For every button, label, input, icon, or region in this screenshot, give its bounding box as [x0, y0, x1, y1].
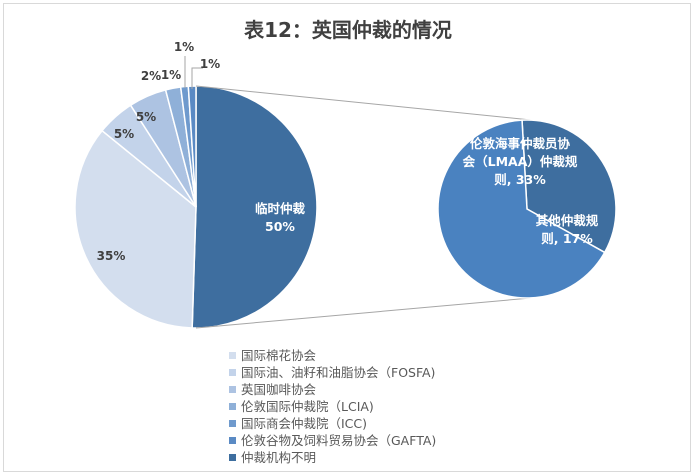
data-label-small-1pct: 1% — [200, 57, 220, 71]
pie-slice-0 — [191, 85, 318, 329]
legend-label: 国际商会仲裁院（ICC) — [241, 416, 368, 431]
sub-pie-slice-1 — [437, 119, 606, 299]
legend-item: 伦敦国际仲裁院（LCIA) — [229, 398, 489, 415]
data-label-gafta: 1% — [174, 40, 194, 54]
legend-label: 伦敦国际仲裁院（LCIA) — [241, 399, 374, 414]
legend-swatch — [229, 403, 236, 410]
data-label-fosfa: 5% — [114, 127, 134, 141]
legend-swatch — [229, 420, 236, 427]
legend-swatch — [229, 454, 236, 461]
legend-item: 国际商会仲裁院（ICC) — [229, 415, 489, 432]
data-label-coffee: 5% — [136, 110, 156, 124]
legend-label: 仲裁机构不明 — [241, 450, 317, 465]
legend-swatch — [229, 352, 236, 359]
legend-item: 仲裁机构不明 — [229, 449, 489, 466]
data-label-other-rules: 其他仲裁规则, 17% — [536, 213, 599, 246]
legend-item: 伦敦谷物及饲料贸易协会（GAFTA) — [229, 432, 489, 449]
legend-label: 国际油、油籽和油脂协会（FOSFA) — [241, 365, 436, 380]
leader-line-unknown — [191, 67, 203, 89]
legend-label: 英国咖啡协会 — [241, 382, 317, 397]
legend-label: 国际棉花协会 — [241, 348, 317, 363]
legend-item: 英国咖啡协会 — [229, 381, 489, 398]
legend: 国际棉花协会国际油、油籽和油脂协会（FOSFA) 英国咖啡协会伦敦国际仲裁院（LC… — [229, 347, 489, 466]
connector-line-bottom — [195, 297, 532, 329]
legend-item: 国际棉花协会 — [229, 347, 489, 364]
legend-swatch — [229, 437, 236, 444]
legend-label: 伦敦谷物及饲料贸易协会（GAFTA) — [241, 433, 437, 448]
data-label-temporary: 临时仲裁 50% — [255, 201, 306, 234]
pie-slice-1 — [74, 129, 197, 329]
chart-title: 表12：英国仲裁的情况 — [244, 18, 452, 42]
data-label-icc: 1% — [161, 68, 181, 82]
data-label-lmaa: 伦敦海事仲裁员协会（LMAA）仲裁规则, 33% — [463, 136, 578, 187]
connector-line-top — [195, 85, 532, 121]
legend-item: 国际油、油籽和油脂协会（FOSFA) — [229, 364, 489, 381]
data-label-cotton: 35% — [97, 249, 126, 263]
data-label-lcia: 2% — [141, 69, 161, 83]
legend-swatch — [229, 369, 236, 376]
legend-swatch — [229, 386, 236, 393]
